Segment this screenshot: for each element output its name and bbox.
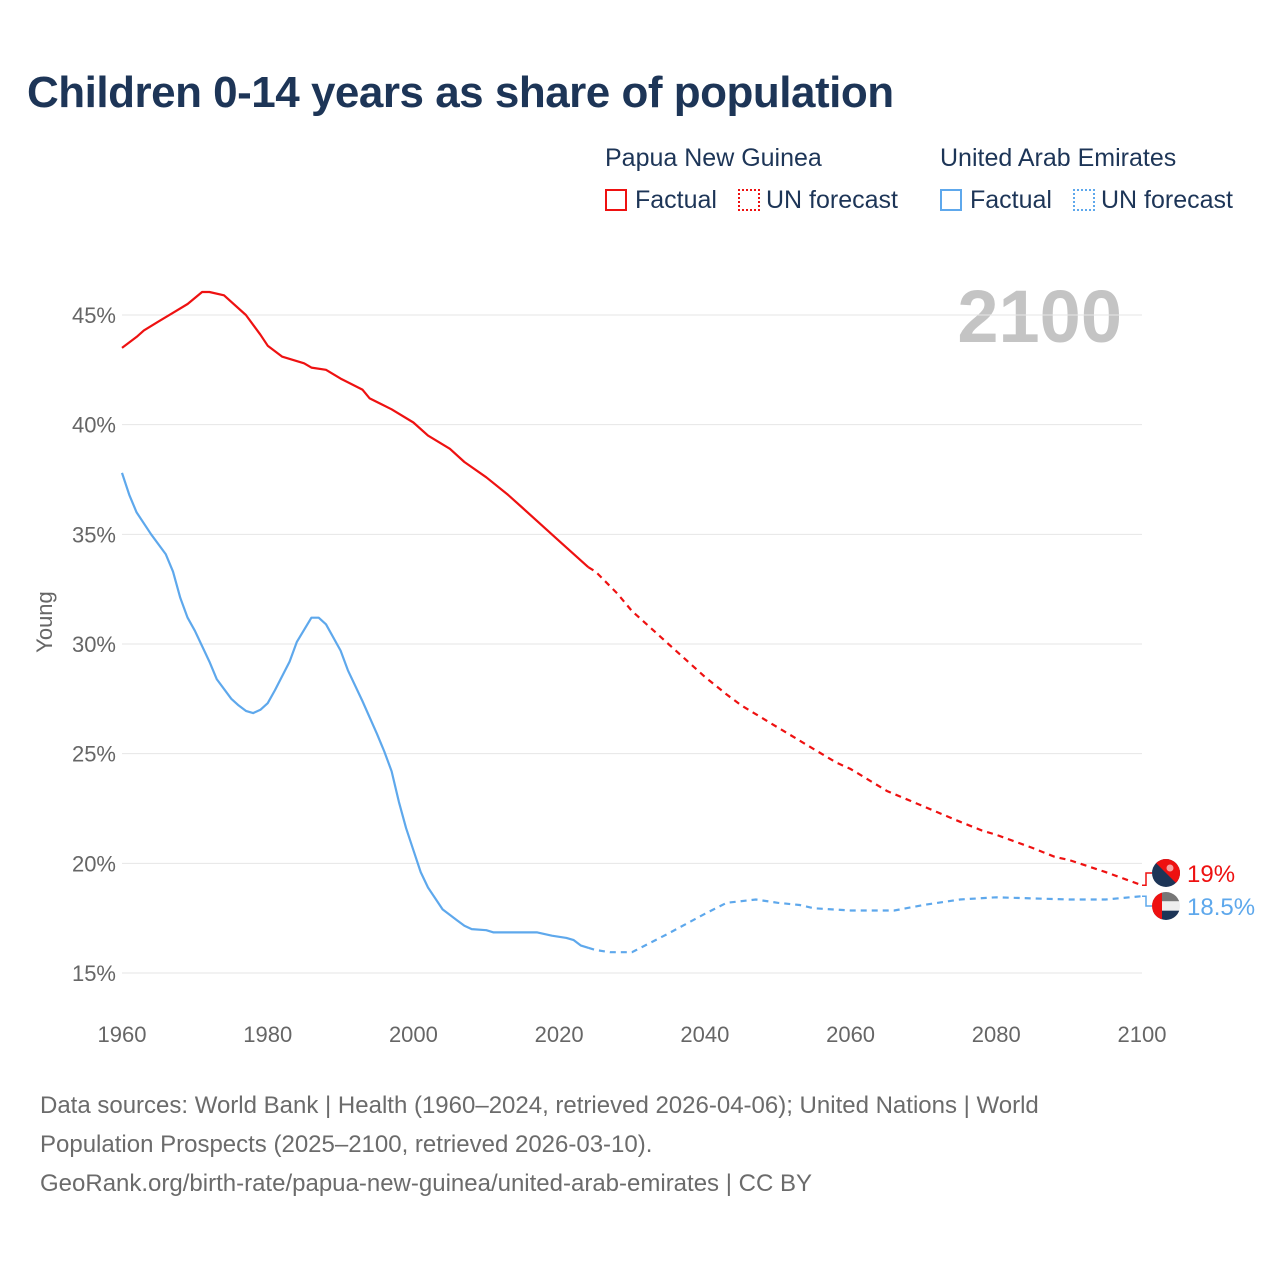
papua-new-guinea-flag-icon xyxy=(1152,859,1180,887)
x-tick-label: 2100 xyxy=(1118,1022,1167,1047)
x-tick-label: 2020 xyxy=(535,1022,584,1047)
x-tick-label: 2060 xyxy=(826,1022,875,1047)
footer-source-link[interactable]: GeoRank.org/birth-rate/papua-new-guinea/… xyxy=(40,1170,812,1197)
series-line-forecast xyxy=(587,566,1143,887)
end-value-label: 18.5% xyxy=(1187,894,1255,921)
legend-uae-factual[interactable]: Factual xyxy=(940,186,1052,215)
x-tick-label: 1980 xyxy=(243,1022,292,1047)
y-axis-label: Young xyxy=(32,591,57,653)
legend-label: Factual xyxy=(970,186,1052,214)
x-tick-label: 1960 xyxy=(98,1022,147,1047)
series-line-forecast xyxy=(587,895,1143,954)
y-tick-label: 20% xyxy=(72,851,116,876)
series-line-factual xyxy=(121,290,590,569)
year-watermark: 2100 xyxy=(957,275,1122,358)
y-tick-label: 35% xyxy=(72,522,116,547)
end-value-label: 19% xyxy=(1187,861,1235,888)
legend-png-factual[interactable]: Factual xyxy=(605,186,717,215)
x-tick-label: 2000 xyxy=(389,1022,438,1047)
legend-country-uae: United Arab Emirates xyxy=(940,144,1177,172)
x-tick-label: 2080 xyxy=(972,1022,1021,1047)
legend-label: UN forecast xyxy=(1101,186,1233,214)
end-label-connector xyxy=(1142,872,1152,887)
footer-sources-line1: Data sources: World Bank | Health (1960–… xyxy=(40,1092,1039,1119)
footer: Data sources: World Bank | Health (1960–… xyxy=(40,1086,1240,1203)
y-tick-label: 40% xyxy=(72,413,116,438)
x-tick-label: 2040 xyxy=(680,1022,729,1047)
legend-png-forecast[interactable]: UN forecast xyxy=(738,186,898,215)
y-tick-label: 45% xyxy=(72,303,116,328)
legend-swatch-dotted xyxy=(738,189,760,211)
legend-uae-forecast[interactable]: UN forecast xyxy=(1073,186,1233,215)
footer-sources-line2: Population Prospects (2025–2100, retriev… xyxy=(40,1131,653,1158)
united-arab-emirates-flag-icon xyxy=(1152,892,1180,920)
legend-swatch-solid xyxy=(605,189,627,211)
legend-label: Factual xyxy=(635,186,717,214)
series-line-factual xyxy=(120,472,589,949)
end-label-connector xyxy=(1142,895,1152,907)
legend-swatch-solid xyxy=(940,189,962,211)
y-tick-label: 15% xyxy=(72,961,116,986)
y-tick-label: 25% xyxy=(72,742,116,767)
y-tick-label: 30% xyxy=(72,632,116,657)
legend-label: UN forecast xyxy=(766,186,898,214)
legend-swatch-dotted xyxy=(1073,189,1095,211)
legend-country-png: Papua New Guinea xyxy=(605,144,822,172)
chart-title: Children 0-14 years as share of populati… xyxy=(27,68,894,117)
